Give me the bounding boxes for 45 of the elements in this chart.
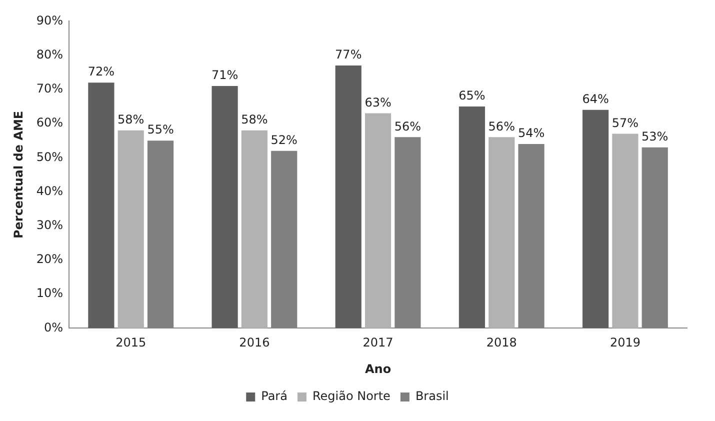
x-tick-label: 2017	[362, 336, 394, 350]
bar	[88, 82, 114, 328]
x-tick-label: 2015	[116, 336, 146, 350]
data-label: 55%	[147, 122, 174, 137]
y-tick-label: 70%	[36, 82, 64, 96]
legend-label: Pará	[261, 389, 288, 404]
y-axis-title: Percentual de AME	[11, 110, 26, 239]
y-tick-label: 40%	[36, 184, 64, 198]
y-tick-label: 10%	[36, 286, 64, 300]
data-label: 56%	[394, 119, 422, 134]
data-label: 53%	[642, 130, 668, 144]
y-tick-label: 80%	[36, 47, 64, 62]
y-tick-label: 90%	[36, 13, 64, 28]
bar	[241, 130, 268, 328]
bar	[582, 110, 609, 328]
bar	[335, 66, 362, 328]
data-label: 52%	[270, 132, 298, 147]
x-tick-label: 2016	[239, 336, 270, 350]
legend-label: Brasil	[415, 389, 449, 404]
data-label: 58%	[118, 112, 144, 126]
bar	[488, 137, 515, 328]
bar	[212, 86, 238, 328]
x-tick-label: 2019	[610, 336, 640, 350]
data-label: 54%	[518, 126, 545, 140]
y-tick-label: 0%	[44, 320, 64, 334]
bar	[364, 113, 392, 328]
y-tick-label: 30%	[36, 218, 64, 232]
y-tick-label: 50%	[36, 150, 64, 164]
data-label: 56%	[488, 119, 515, 134]
data-label: 57%	[612, 116, 639, 130]
data-label: 64%	[582, 92, 609, 106]
bar	[458, 106, 486, 328]
data-label: 71%	[211, 68, 238, 82]
x-tick-label: 2018	[486, 336, 517, 350]
bar	[612, 134, 638, 328]
y-tick-label: 20%	[36, 252, 64, 266]
data-label: 65%	[458, 88, 486, 103]
bar	[118, 130, 144, 328]
data-label: 58%	[241, 112, 268, 126]
data-label: 63%	[364, 95, 392, 110]
data-label: 77%	[335, 48, 362, 62]
x-axis-title: Ano	[364, 362, 392, 376]
data-label: 72%	[88, 64, 115, 79]
legend-label: Região Norte	[312, 389, 390, 404]
y-tick-label: 60%	[36, 116, 64, 130]
